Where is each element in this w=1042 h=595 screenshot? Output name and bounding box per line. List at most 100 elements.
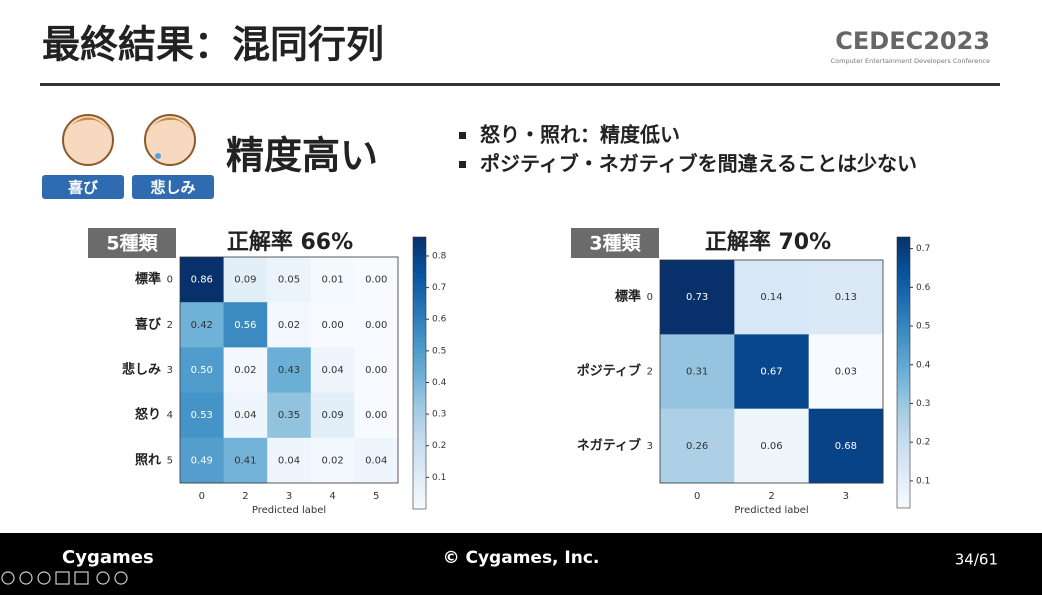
y-tick-label: 2: [647, 367, 653, 378]
cell-label: 0.53: [191, 410, 213, 421]
colorbar-tick-label: 0.5: [916, 322, 930, 332]
cell: [223, 257, 268, 303]
chart-title: 正解率 70%: [705, 229, 831, 255]
cell: [223, 347, 268, 394]
cell: [310, 437, 355, 484]
cell: [180, 437, 225, 484]
cell-label: 0.05: [278, 275, 300, 286]
footer-brand: Cygames: [62, 547, 154, 568]
cell: [354, 392, 399, 439]
badge: 悲しみ: [150, 179, 195, 197]
x-tick-label: 2: [768, 491, 774, 502]
cell-label: 0.04: [321, 365, 343, 376]
cell: [180, 347, 225, 394]
cell-label: 0.73: [686, 292, 708, 303]
bullet-dot: [459, 132, 466, 139]
cell: [180, 392, 225, 439]
x-tick-label: 5: [373, 491, 379, 502]
colorbar-tick-label: 0.4: [916, 360, 931, 370]
cell-label: 0.00: [365, 365, 387, 376]
cell-label: 0.09: [234, 275, 256, 286]
cell-label: 0.49: [191, 455, 213, 466]
badge-bg: [132, 175, 214, 199]
cell: [660, 260, 735, 335]
row-name: 悲しみ: [122, 362, 161, 378]
x-axis-label: Predicted label: [734, 505, 808, 516]
tag-bg: [88, 228, 176, 258]
cell: [180, 257, 225, 303]
cell: [267, 347, 312, 394]
colorbar-tick-label: 0.8: [432, 251, 447, 261]
cell: [354, 302, 399, 348]
cell-label: 0.06: [760, 441, 782, 452]
cell-label: 0.68: [835, 441, 857, 452]
cell-label: 0.09: [321, 410, 343, 421]
colorbar-tick-label: 0.3: [916, 399, 930, 409]
colorbar-tick-label: 0.6: [432, 315, 447, 325]
colorbar-tick-label: 0.2: [432, 441, 446, 451]
colorbar-tick-label: 0.3: [432, 410, 446, 420]
colorbar: [896, 236, 911, 509]
cell: [310, 257, 355, 303]
cell-label: 0.50: [191, 365, 213, 376]
face-icons: [62, 114, 196, 166]
bullet-dot: [459, 161, 466, 168]
cell: [267, 302, 312, 348]
matrix-frame: [659, 259, 884, 484]
cell: [808, 334, 884, 410]
cell-label: 0.67: [760, 367, 782, 378]
cell: [660, 334, 735, 410]
cell: [734, 408, 810, 484]
cell-label: 0.42: [191, 320, 213, 331]
cell-label: 0.03: [835, 367, 857, 378]
row-name: ポジティブ: [577, 363, 641, 379]
row-name: 喜び: [135, 316, 162, 332]
x-tick-label: 2: [242, 491, 248, 502]
x-tick-label: 3: [843, 491, 849, 502]
page-number: 34/61: [955, 551, 998, 569]
cell-label: 0.56: [234, 320, 256, 331]
row-name: 標準: [615, 289, 641, 305]
cell: [267, 392, 312, 439]
cell-label: 0.04: [234, 410, 256, 421]
cell-label: 0.13: [835, 292, 857, 303]
viewer-controls[interactable]: [1, 571, 128, 585]
cell-label: 0.02: [321, 455, 343, 466]
y-tick-label: 3: [167, 365, 173, 376]
colorbar-tick-label: 0.5: [432, 346, 446, 356]
cell: [310, 392, 355, 439]
logo-sub: Computer Entertainment Developers Confer…: [831, 57, 990, 65]
footer-copyright: © Cygames, Inc.: [443, 548, 600, 568]
x-axis-label: Predicted label: [252, 505, 326, 516]
logo: CEDEC2023: [835, 27, 990, 55]
chart-title: 正解率 66%: [227, 229, 353, 255]
matrix-frame: [179, 256, 399, 484]
cell-label: 0.02: [234, 365, 256, 376]
cell: [180, 302, 225, 348]
cell: [734, 260, 810, 335]
colorbar-tick-label: 0.6: [916, 283, 931, 293]
cell-label: 0.43: [278, 365, 300, 376]
colorbar-tick-label: 0.1: [916, 476, 930, 486]
bullet: 怒り・照れ：精度低い: [480, 123, 680, 147]
cell: [354, 437, 399, 484]
cell-label: 0.86: [191, 275, 213, 286]
cell: [808, 260, 884, 335]
tag-bg: [571, 228, 659, 258]
y-tick-label: 3: [647, 441, 653, 452]
slide-title: 最終結果：混同行列: [42, 23, 384, 67]
row-name: 怒り: [135, 407, 161, 423]
cell-label: 0.00: [365, 275, 387, 286]
cell-label: 0.02: [278, 320, 300, 331]
row-name: 標準: [135, 271, 161, 287]
colorbar: [412, 236, 427, 510]
title-rule: [40, 83, 1000, 86]
cell: [310, 347, 355, 394]
colorbar-tick-label: 0.2: [916, 438, 930, 448]
colorbar-tick-label: 0.1: [432, 473, 446, 483]
row-name: 照れ: [135, 453, 161, 468]
cell: [808, 408, 884, 484]
cell: [223, 392, 268, 439]
cell-label: 0.04: [365, 455, 387, 466]
